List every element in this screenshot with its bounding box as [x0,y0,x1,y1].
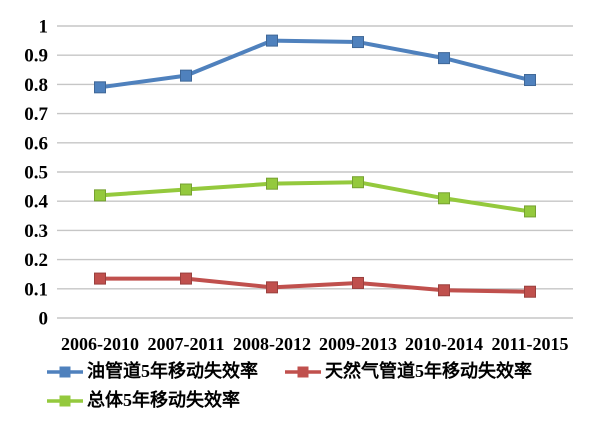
x-tick-label: 2010-2014 [405,334,483,354]
legend-square-marker [59,395,71,407]
legend-marker-gas-pipeline [285,366,321,378]
series-marker [180,183,192,196]
line-chart-plot: 1 0.9 0.8 0.7 0.6 0.5 0.4 0.3 0.2 0.1 0 2006-2010 20… [24,17,573,354]
legend-item-gas-pipeline: 天然气管道5年移动失效率 [285,361,532,382]
legend-square-marker [297,366,309,378]
y-tick-label: 0 [39,309,49,330]
legend: 油管道5年移动失效率 天然气管道5年移动失效率 总体5年移动失效率 [0,361,600,420]
x-tick-label: 2007-2011 [147,334,224,354]
legend-label-gas-pipeline: 天然气管道5年移动失效率 [325,361,532,381]
y-tick-label: 0.2 [24,250,48,271]
x-tick-label: 2009-2013 [319,334,397,354]
series-marker [438,52,450,65]
series-line [98,38,532,90]
series-marker [524,74,536,87]
y-tick-label: 0.5 [24,163,48,184]
y-tick-label: 0.1 [24,279,48,300]
series-marker [352,36,364,49]
series-marker [180,272,192,285]
series-marker [352,176,364,189]
series-line [98,276,532,294]
legend-item-oil-pipeline: 油管道5年移动失效率 [47,361,258,382]
y-tick-label: 0.7 [24,104,48,125]
legend-marker-overall [47,395,83,407]
legend-row-1: 油管道5年移动失效率 天然气管道5年移动失效率 [0,361,600,382]
series-marker [94,189,106,202]
series-marker [524,205,536,218]
legend-label-oil-pipeline: 油管道5年移动失效率 [87,361,258,381]
series-marker [524,285,536,298]
series-marker [266,281,278,294]
legend-item-overall: 总体5年移动失效率 [47,389,240,411]
y-tick-label: 0.6 [24,133,48,154]
x-tick-label: 2011-2015 [491,334,568,354]
x-tick-label: 2008-2012 [233,334,311,354]
series-marker [180,69,192,82]
y-tick-label: 0.3 [24,221,48,242]
legend-label-overall: 总体5年移动失效率 [87,389,240,410]
legend-marker-oil-pipeline [47,366,83,378]
y-tick-label: 1 [39,17,49,38]
series-marker [94,81,106,94]
y-tick-label: 0.8 [24,75,48,96]
legend-row-2: 总体5年移动失效率 [0,389,600,411]
series-marker [352,276,364,289]
series-marker [94,272,106,285]
legend-square-marker [59,366,71,378]
series-marker [266,177,278,190]
series-marker [438,284,450,297]
series-marker [266,34,278,47]
y-tick-label: 0.4 [24,192,48,213]
y-tick-label: 0.9 [24,46,48,67]
x-tick-label: 2006-2010 [61,334,139,354]
series-marker [438,192,450,205]
series-line [98,180,532,214]
